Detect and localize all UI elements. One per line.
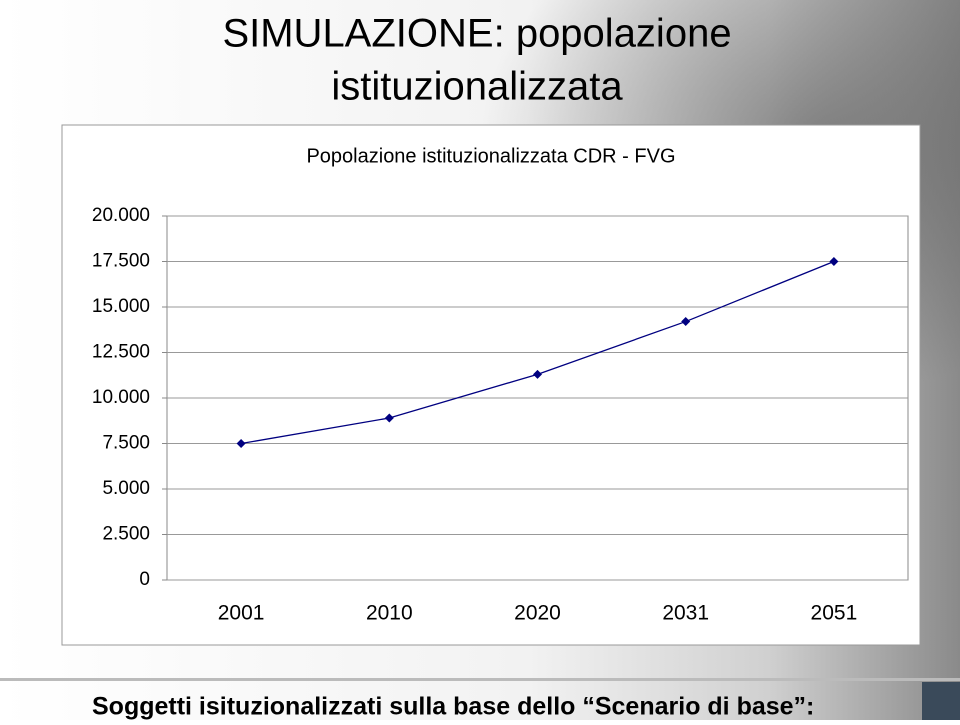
slide-title: istituzionalizzata bbox=[331, 65, 623, 109]
y-tick-label: 0 bbox=[139, 569, 150, 590]
x-tick-label: 2010 bbox=[366, 602, 413, 625]
marker bbox=[829, 257, 839, 266]
y-tick-label: 20.000 bbox=[92, 205, 150, 226]
marker bbox=[384, 413, 394, 423]
slide-title: SIMULAZIONE: popolazione bbox=[222, 12, 731, 56]
y-tick-label: 12.500 bbox=[92, 342, 150, 363]
caption: Soggetti isituzionalizzati sulla base de… bbox=[92, 693, 814, 720]
y-tick-label: 7.500 bbox=[102, 433, 150, 454]
x-tick-label: 2051 bbox=[811, 602, 858, 625]
x-tick-label: 2031 bbox=[662, 602, 709, 625]
logo bbox=[922, 682, 960, 720]
x-tick-label: 2020 bbox=[514, 602, 561, 625]
marker bbox=[681, 317, 691, 327]
x-tick-label: 2001 bbox=[218, 602, 265, 625]
y-tick-label: 15.000 bbox=[92, 296, 150, 317]
y-tick-label: 2.500 bbox=[102, 524, 150, 545]
marker bbox=[533, 369, 542, 379]
y-tick-label: 17.500 bbox=[92, 251, 150, 272]
y-tick-label: 10.000 bbox=[92, 387, 150, 408]
marker bbox=[236, 439, 246, 448]
footer-line bbox=[0, 678, 960, 681]
y-tick-label: 5.000 bbox=[102, 478, 150, 499]
plot: 0 2.500 5.000 7.500 10.000 12.500 15.000 17.500… bbox=[92, 205, 908, 625]
chart-title: Popolazione istituzionalizzata CDR - FVG bbox=[306, 145, 675, 167]
